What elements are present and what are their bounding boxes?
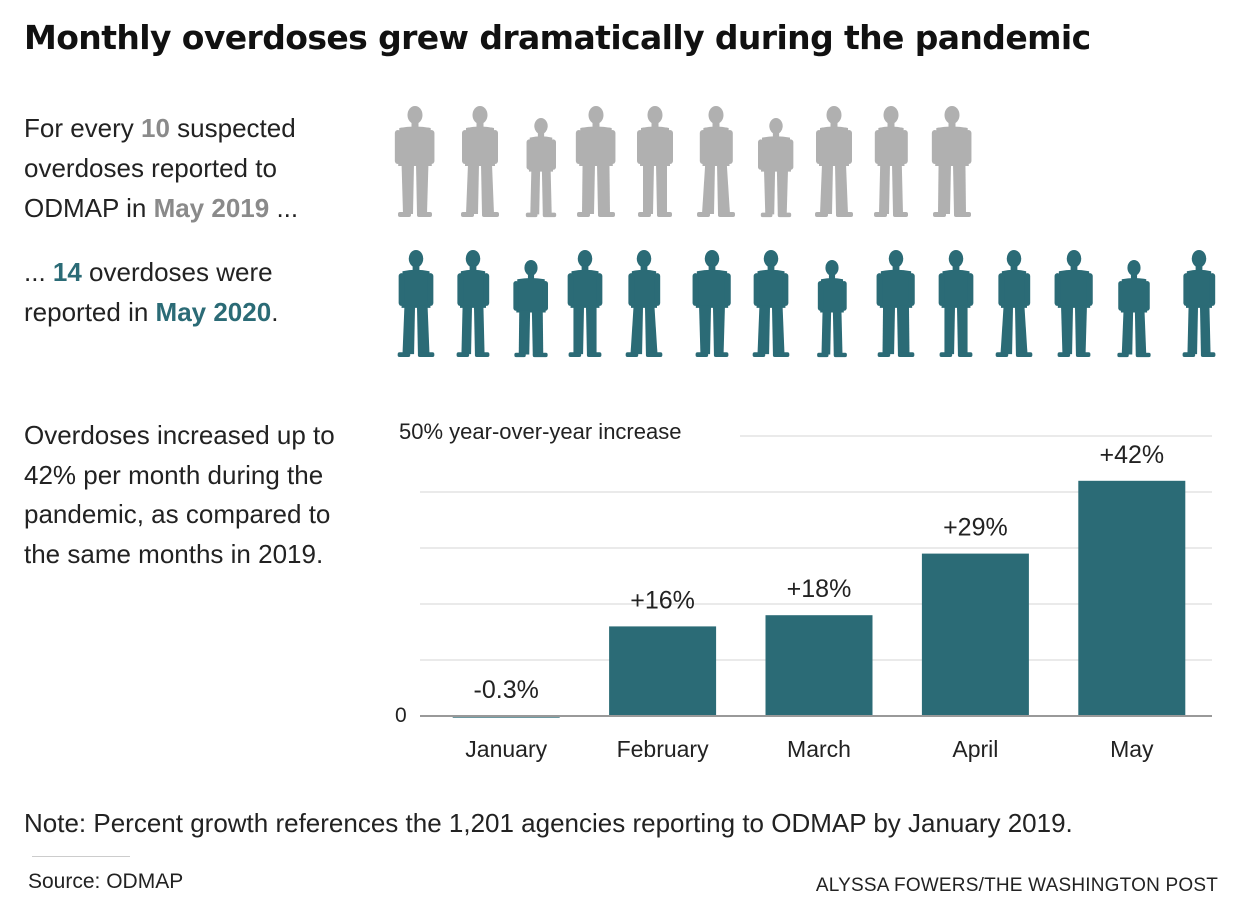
lede-2020-count: 14 (52, 257, 82, 287)
bar-april (921, 553, 1029, 716)
x-tick-label: January (465, 736, 547, 762)
lede-2019-count: 10 (141, 113, 170, 143)
data-label: +42% (1099, 441, 1164, 469)
data-label: +29% (943, 514, 1008, 542)
people-row-2019 (394, 106, 972, 218)
person-silhouette-icon (931, 106, 972, 217)
bar-march (765, 615, 873, 716)
person-silhouette-icon (394, 106, 435, 217)
lede-2019: For every 10 suspected overdoses reporte… (24, 108, 364, 228)
lede-bar-summary: Overdoses increased up to 42% per month … (24, 420, 335, 569)
person-silhouette-icon (575, 106, 616, 217)
person-silhouette-icon (1182, 249, 1216, 358)
person-silhouette-icon (752, 249, 790, 358)
lede-2020-prefix: ... (24, 257, 53, 287)
credit-line: ALYSSA FOWERS/THE WASHINGTON POST (815, 875, 1218, 896)
person-silhouette-icon (1117, 260, 1151, 358)
y-tick-label: 0 (395, 704, 407, 727)
x-tick-label: March (787, 736, 851, 762)
person-silhouette-icon (456, 249, 490, 358)
bar-february (609, 626, 717, 716)
person-silhouette-icon (876, 249, 915, 358)
x-tick-label: February (617, 736, 710, 762)
footnote: Note: Percent growth references the 1,20… (24, 808, 1073, 838)
person-silhouette-icon (692, 249, 731, 358)
lede-2020: ... 14 overdoses were reported in May 20… (24, 252, 364, 332)
person-silhouette-icon (625, 249, 663, 358)
person-silhouette-icon (697, 106, 735, 217)
person-silhouette-icon (874, 106, 908, 217)
lede-2019-mid: suspected overdoses reported to ODMAP in (24, 113, 296, 223)
data-label: -0.3% (474, 676, 539, 704)
x-tick-label: May (1110, 736, 1154, 762)
lede-2019-suffix: ... (269, 193, 299, 223)
lede-2020-mid: overdoses were reported in (24, 257, 273, 327)
lede-2020-period: May 2020 (155, 297, 272, 327)
data-label: +18% (787, 575, 852, 603)
person-silhouette-icon (1054, 249, 1093, 358)
data-label: +16% (630, 586, 695, 614)
person-silhouette-icon (938, 249, 974, 358)
lede-2020-suffix: . (271, 297, 279, 327)
lede-2019-period: May 2019 (153, 193, 270, 223)
footer-divider (32, 856, 130, 857)
person-silhouette-icon (397, 249, 435, 358)
bar-may (1078, 480, 1186, 716)
source-line: Source: ODMAP (28, 870, 184, 893)
bar-chart: 50% year-over-year increase 0 -0.3% January… (395, 419, 1212, 762)
person-silhouette-icon (995, 249, 1033, 358)
y-axis-label: 50% year-over-year increase (399, 419, 681, 444)
person-silhouette-icon (637, 106, 673, 217)
person-silhouette-icon (815, 106, 853, 217)
person-silhouette-icon (567, 249, 603, 358)
person-silhouette-icon (461, 106, 499, 217)
lede-2019-prefix: For every (24, 113, 142, 143)
chart-title: Monthly overdoses grew dramatically duri… (24, 18, 1091, 57)
person-silhouette-icon (513, 260, 549, 358)
people-row-2020 (397, 249, 1216, 358)
x-tick-label: April (952, 736, 998, 762)
person-silhouette-icon (758, 118, 794, 218)
person-silhouette-icon (817, 260, 847, 358)
person-silhouette-icon (525, 118, 557, 218)
